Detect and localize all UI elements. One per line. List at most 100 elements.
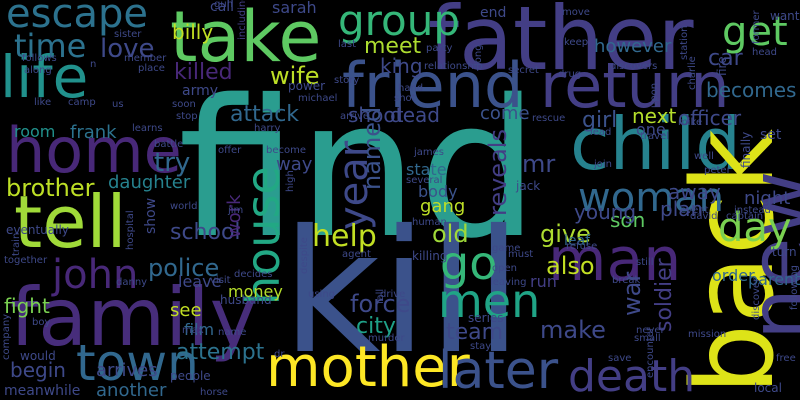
word-father: father [428, 0, 694, 90]
word-become: become [266, 145, 307, 156]
word-learns: learns [132, 123, 163, 134]
word-car: car [708, 46, 743, 71]
word-join: join [594, 159, 613, 170]
word-team: team [446, 320, 504, 345]
word-arrive: arrive [340, 111, 370, 122]
word-give: give [540, 220, 591, 248]
word-help: help [312, 219, 377, 254]
word-film: film [184, 320, 215, 339]
word-michael: michael [298, 93, 338, 104]
word-frank: frank [70, 122, 117, 143]
word-also: also [546, 252, 595, 280]
word-dr: dr [274, 349, 285, 360]
word-set: set [760, 127, 782, 143]
word-drive: drive [380, 289, 406, 300]
word-stay: stay [470, 341, 492, 352]
word-decides: decides [234, 269, 273, 280]
word-like: like [34, 97, 52, 108]
word-discover: discover [751, 277, 762, 320]
word-charlie: charlie [687, 56, 698, 90]
word-head: head [752, 47, 777, 58]
word-try: try [154, 148, 191, 178]
word-begin: begin [10, 358, 66, 382]
word-plan: plan [660, 197, 704, 221]
word-harry: harry [254, 123, 281, 134]
word-agent: agent [342, 249, 371, 260]
word-including: including [237, 0, 248, 40]
word-battle: battle [154, 139, 184, 150]
word-make: make [540, 316, 606, 344]
word-husband: husband [220, 293, 272, 307]
word-shot: shot [394, 93, 416, 104]
word-school: school [170, 220, 241, 245]
word-discovers: discovers [610, 61, 658, 72]
word-get: get [722, 9, 788, 55]
word-gang: gang [420, 196, 466, 217]
word-body: body [418, 182, 458, 201]
word-child: child [570, 102, 741, 186]
word-killing: killing [412, 249, 448, 263]
word-open: open [492, 263, 517, 274]
word-life: life [0, 43, 89, 111]
word-world: world [170, 201, 198, 212]
word-king: king [380, 54, 423, 78]
word-way: way [276, 154, 313, 175]
word-along: along [24, 65, 52, 76]
word-secret: secret [508, 65, 539, 76]
word-party: party [426, 43, 453, 54]
word-mike: mike [678, 117, 703, 128]
word-one: one [636, 120, 666, 139]
word-max: max [182, 325, 204, 336]
word-call: call [210, 0, 235, 15]
word-wife: wife [270, 62, 320, 90]
word-brother: brother [6, 174, 95, 202]
word-reveals: reveals [484, 129, 512, 216]
word-soldier: soldier [652, 258, 677, 332]
word-leave: leave [178, 272, 222, 291]
word-keep: keep [564, 37, 589, 48]
word-police: police [148, 254, 220, 282]
word-take: take [170, 0, 322, 78]
word-never: never [636, 325, 665, 336]
word-love: love [100, 34, 155, 64]
word-run: run [530, 272, 557, 291]
word-danny: danny [116, 277, 148, 288]
word-son: son [610, 208, 646, 232]
word-friend: friend [342, 49, 524, 122]
word-state: state [406, 160, 447, 179]
word-murder: murder [368, 333, 405, 344]
word-later: later [438, 341, 559, 400]
word-arrives: arrives [96, 360, 158, 381]
word-name: name [218, 327, 247, 338]
word-us: us [112, 99, 124, 110]
word-men: men [438, 274, 541, 328]
word-follows: follows [22, 53, 57, 64]
word-still: still [636, 257, 654, 268]
word-old: old [432, 220, 469, 248]
word-well: well [694, 151, 714, 162]
word-together: together [4, 255, 48, 266]
word-sarah: sarah [272, 0, 317, 17]
word-would: would [20, 349, 56, 363]
word-daughter: daughter [108, 172, 191, 193]
word-former: former [751, 10, 762, 44]
word-despite: despite [299, 237, 310, 274]
word-man: man [548, 225, 682, 295]
word-mother: mother [266, 335, 470, 400]
word-death: death [568, 351, 696, 400]
word-n: n [90, 59, 97, 70]
word-becomes: becomes [706, 78, 797, 102]
word-company: company [1, 313, 12, 360]
word-jack: jack [516, 179, 541, 193]
word-work: work [224, 194, 245, 238]
word-drug: drug [558, 69, 582, 80]
word-human: human [412, 217, 447, 228]
word-mission: mission [688, 329, 727, 340]
word-member: member [124, 53, 167, 64]
word-attack: attack [230, 102, 300, 127]
word-save: save [608, 353, 632, 364]
word-jim: jim [228, 205, 244, 216]
word-killed: killed [174, 60, 233, 85]
word-leaving: leaving [490, 277, 527, 288]
word-must: must [508, 249, 534, 260]
